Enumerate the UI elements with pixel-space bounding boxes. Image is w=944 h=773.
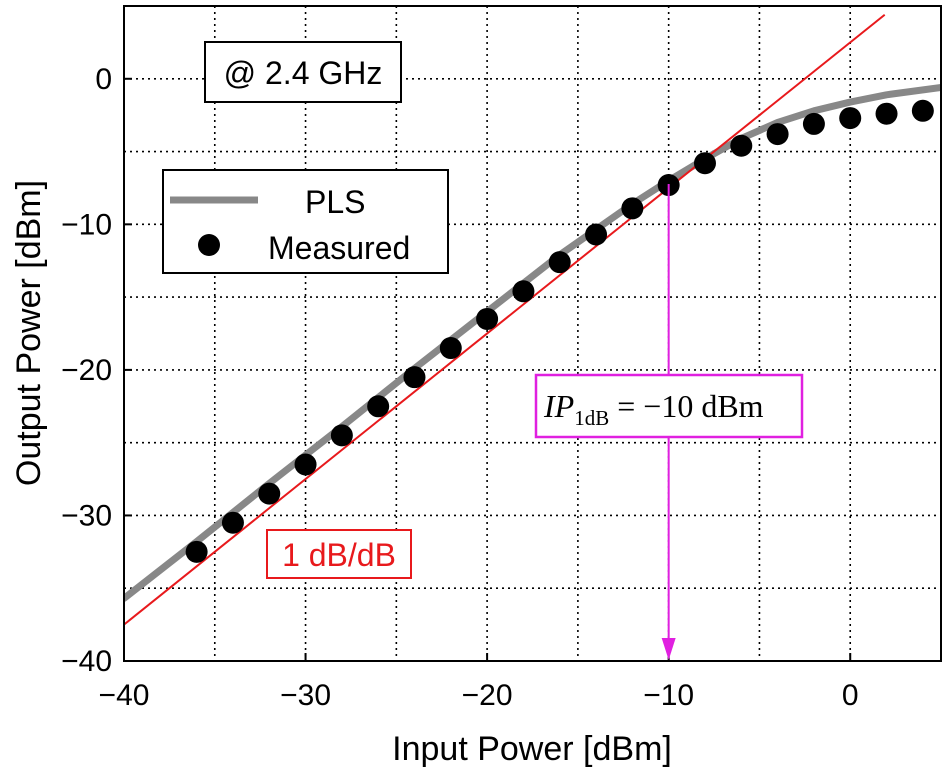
y-tick-label: 0 <box>95 63 112 96</box>
legend-pls-label: PLS <box>305 184 365 220</box>
legend-measured-swatch <box>198 234 220 256</box>
ip1db-value: = −10 dBm <box>609 388 763 424</box>
ip1db-box <box>534 373 804 439</box>
ip1db-italic: IP <box>543 388 574 424</box>
series-measured-point <box>730 134 753 157</box>
series-measured-point <box>512 280 535 303</box>
slope-label: 1 dB/dB <box>282 537 396 573</box>
x-tick-label: −30 <box>280 679 331 712</box>
series-measured-point <box>367 395 390 418</box>
series-measured-point <box>875 102 898 125</box>
series-measured-point <box>294 453 317 476</box>
ip1db-label: IP1dB = −10 dBm <box>543 388 764 430</box>
ip1db-annotation: IP1dB = −10 dBm <box>534 184 804 660</box>
x-tick-label: −20 <box>462 679 513 712</box>
plot-border <box>123 5 942 662</box>
series-measured-point <box>766 123 789 146</box>
y-tick-label: −10 <box>61 208 112 241</box>
frequency-annotation: @ 2.4 GHz <box>204 41 402 103</box>
series-measured-point <box>839 107 862 130</box>
series-measured-point <box>585 223 608 246</box>
y-tick-label: −30 <box>61 499 112 532</box>
series-measured-point <box>693 152 716 175</box>
series-measured-point <box>221 511 244 534</box>
series-measured-point <box>548 251 571 274</box>
series-measured-point <box>258 482 281 505</box>
series-measured-point <box>439 337 462 360</box>
series-measured-point <box>330 424 353 447</box>
plot-area <box>124 13 941 626</box>
tick-labels: −40 −30 −20 −10 0 −40 −30 −20 −10 0 <box>61 63 858 712</box>
y-tick-label: −40 <box>61 645 112 678</box>
slope-box <box>266 529 412 579</box>
x-tick-label: −40 <box>99 679 150 712</box>
legend-measured-label: Measured <box>268 230 410 266</box>
y-axis-label: Output Power [dBm] <box>10 180 48 486</box>
series-measured-point <box>403 366 426 389</box>
x-tick-label: −10 <box>643 679 694 712</box>
frequency-box <box>204 41 402 103</box>
ip1db-arrow-head <box>661 638 676 660</box>
y-tick-label: −20 <box>61 354 112 387</box>
x-tick-label: 0 <box>842 679 859 712</box>
ip1db-subscript: 1dB <box>574 406 609 430</box>
frequency-label: @ 2.4 GHz <box>224 55 383 91</box>
series-measured-point <box>911 99 934 122</box>
series-slope-reference-line <box>124 13 886 626</box>
series-measured-point <box>185 540 208 563</box>
legend: PLS Measured <box>162 169 449 274</box>
series-measured-point <box>476 307 499 330</box>
x-axis-label: Input Power [dBm] <box>392 730 672 768</box>
series-measured-point <box>802 112 825 135</box>
slope-annotation: 1 dB/dB <box>266 529 412 579</box>
series-measured-point <box>621 197 644 220</box>
